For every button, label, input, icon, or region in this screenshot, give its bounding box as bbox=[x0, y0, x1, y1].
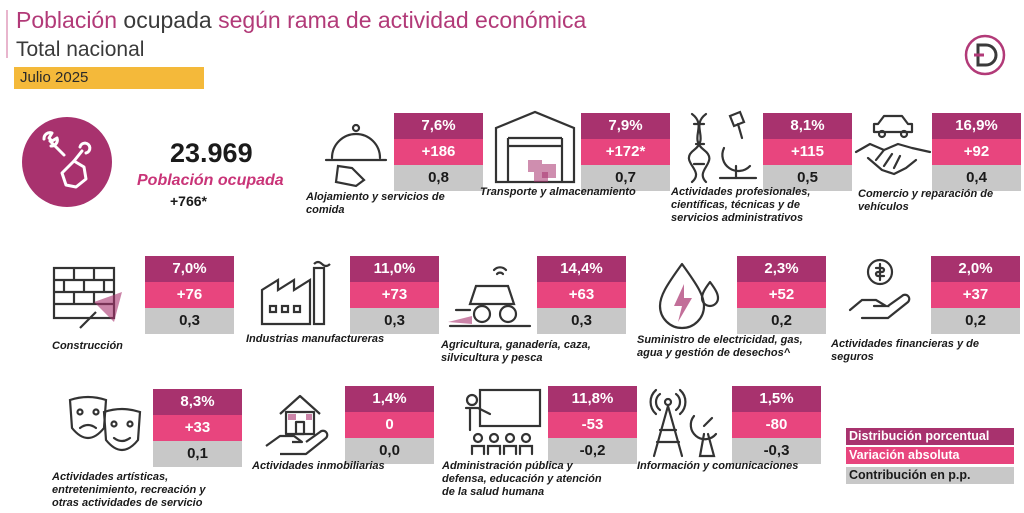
page-subtitle: Total nacional bbox=[16, 38, 145, 61]
sector-abs: +73 bbox=[350, 282, 439, 308]
sector-abs: +63 bbox=[537, 282, 626, 308]
title-part-2: ocupada bbox=[123, 7, 212, 33]
sector-abs: +76 bbox=[145, 282, 234, 308]
sector-pct: 1,5% bbox=[732, 386, 821, 412]
sector-stack-1: 7,6% +186 0,8 bbox=[394, 113, 483, 191]
sector-label-8: Suministro de electricidad, gas, agua y … bbox=[637, 334, 803, 359]
antenna-icon bbox=[649, 388, 718, 458]
page-title: Población ocupada según rama de activida… bbox=[16, 6, 586, 34]
sector-abs: +33 bbox=[153, 415, 242, 441]
legend-abs: Variación absoluta bbox=[846, 447, 1014, 464]
sector-pp: 0,3 bbox=[145, 308, 234, 334]
sector-abs: +186 bbox=[394, 139, 483, 165]
legend-pct: Distribución porcentual bbox=[846, 428, 1014, 445]
sector-stack-11: 1,4% 0 0,0 bbox=[345, 386, 434, 464]
sector-label-13: Información y comunicaciones bbox=[637, 460, 799, 472]
tools-hand-icon bbox=[42, 131, 92, 189]
sector-stack-12: 11,8% -53 -0,2 bbox=[548, 386, 637, 464]
sector-stack-4: 16,9% +92 0,4 bbox=[932, 113, 1021, 191]
sector-stack-7: 14,4% +63 0,3 bbox=[537, 256, 626, 334]
sector-abs: -53 bbox=[548, 412, 637, 438]
dna-microscope-icon bbox=[687, 110, 758, 184]
handshake-car-icon bbox=[854, 114, 932, 176]
sector-pct: 11,8% bbox=[548, 386, 637, 412]
sector-pp: 0,1 bbox=[153, 441, 242, 467]
sector-pct: 8,1% bbox=[763, 113, 852, 139]
sector-abs: +37 bbox=[931, 282, 1020, 308]
sector-pct: 11,0% bbox=[350, 256, 439, 282]
sector-label-6: Industrias manufactureras bbox=[246, 333, 385, 345]
sector-pct: 7,6% bbox=[394, 113, 483, 139]
cloche-icon bbox=[324, 123, 388, 188]
sector-stack-8: 2,3% +52 0,2 bbox=[737, 256, 826, 334]
sector-pp: 0,3 bbox=[350, 308, 439, 334]
sector-pp: 0,8 bbox=[394, 165, 483, 191]
legend-pp: Contribución en p.p. bbox=[846, 467, 1014, 484]
brick-trowel-icon bbox=[52, 266, 122, 329]
summary-icon-circle bbox=[22, 117, 112, 207]
sector-label-7: Agricultura, ganadería, caza, silvicultu… bbox=[441, 339, 591, 364]
sector-label-5: Construcción bbox=[52, 340, 123, 352]
sector-abs: +52 bbox=[737, 282, 826, 308]
teacher-icon bbox=[464, 388, 542, 456]
sector-stack-13: 1,5% -80 -0,3 bbox=[732, 386, 821, 464]
sector-pct: 2,0% bbox=[931, 256, 1020, 282]
coin-hand-icon bbox=[848, 258, 911, 320]
sector-label-11: Actividades inmobiliarias bbox=[252, 460, 385, 472]
summary-delta: +766* bbox=[170, 193, 207, 209]
sector-pp: 0,0 bbox=[345, 438, 434, 464]
sector-pct: 7,9% bbox=[581, 113, 670, 139]
sector-label-1: Alojamiento y servicios de comida bbox=[306, 191, 445, 216]
warehouse-icon bbox=[494, 110, 576, 184]
sector-label-9: Actividades financieras y de seguros bbox=[831, 338, 979, 363]
sector-label-3: Actividades profesionales, científicas, … bbox=[671, 186, 811, 224]
sector-label-12: Administración pública y defensa, educac… bbox=[442, 460, 602, 498]
sector-stack-2: 7,9% +172* 0,7 bbox=[581, 113, 670, 191]
sector-abs: +92 bbox=[932, 139, 1021, 165]
sector-pct: 2,3% bbox=[737, 256, 826, 282]
date-badge: Julio 2025 bbox=[14, 67, 204, 89]
sector-label-4: Comercio y reparación de vehículos bbox=[858, 188, 994, 213]
title-part-3: según rama de actividad económica bbox=[218, 7, 587, 33]
sector-pct: 7,0% bbox=[145, 256, 234, 282]
sector-stack-6: 11,0% +73 0,3 bbox=[350, 256, 439, 334]
sector-pp: 0,5 bbox=[763, 165, 852, 191]
theater-masks-icon bbox=[68, 395, 142, 452]
sector-pp: -0,2 bbox=[548, 438, 637, 464]
title-accent-bar bbox=[6, 10, 8, 58]
sector-pct: 16,9% bbox=[932, 113, 1021, 139]
sector-pp: 0,4 bbox=[932, 165, 1021, 191]
sector-stack-5: 7,0% +76 0,3 bbox=[145, 256, 234, 334]
sector-abs: +172* bbox=[581, 139, 670, 165]
sector-stack-10: 8,3% +33 0,1 bbox=[153, 389, 242, 467]
sector-pp: 0,7 bbox=[581, 165, 670, 191]
sector-stack-9: 2,0% +37 0,2 bbox=[931, 256, 1020, 334]
sector-pp: -0,3 bbox=[732, 438, 821, 464]
sector-pct: 14,4% bbox=[537, 256, 626, 282]
sector-label-2: Transporte y almacenamiento bbox=[480, 186, 636, 198]
summary-label: Población ocupada bbox=[137, 172, 284, 189]
house-hand-icon bbox=[265, 394, 329, 456]
sector-label-10: Actividades artísticas, entretenimiento,… bbox=[52, 471, 206, 509]
sector-pp: 0,3 bbox=[537, 308, 626, 334]
brand-logo-icon bbox=[964, 34, 1006, 76]
tractor-icon bbox=[448, 266, 532, 328]
summary-value: 23.969 bbox=[170, 138, 253, 168]
sector-abs: -80 bbox=[732, 412, 821, 438]
sector-pp: 0,2 bbox=[931, 308, 1020, 334]
sector-pct: 8,3% bbox=[153, 389, 242, 415]
sector-pp: 0,2 bbox=[737, 308, 826, 334]
energy-drop-icon bbox=[658, 262, 720, 330]
title-part-1: Población bbox=[16, 7, 118, 33]
sector-abs: 0 bbox=[345, 412, 434, 438]
sector-abs: +115 bbox=[763, 139, 852, 165]
sector-pct: 1,4% bbox=[345, 386, 434, 412]
sector-stack-3: 8,1% +115 0,5 bbox=[763, 113, 852, 191]
factory-icon bbox=[260, 260, 331, 326]
